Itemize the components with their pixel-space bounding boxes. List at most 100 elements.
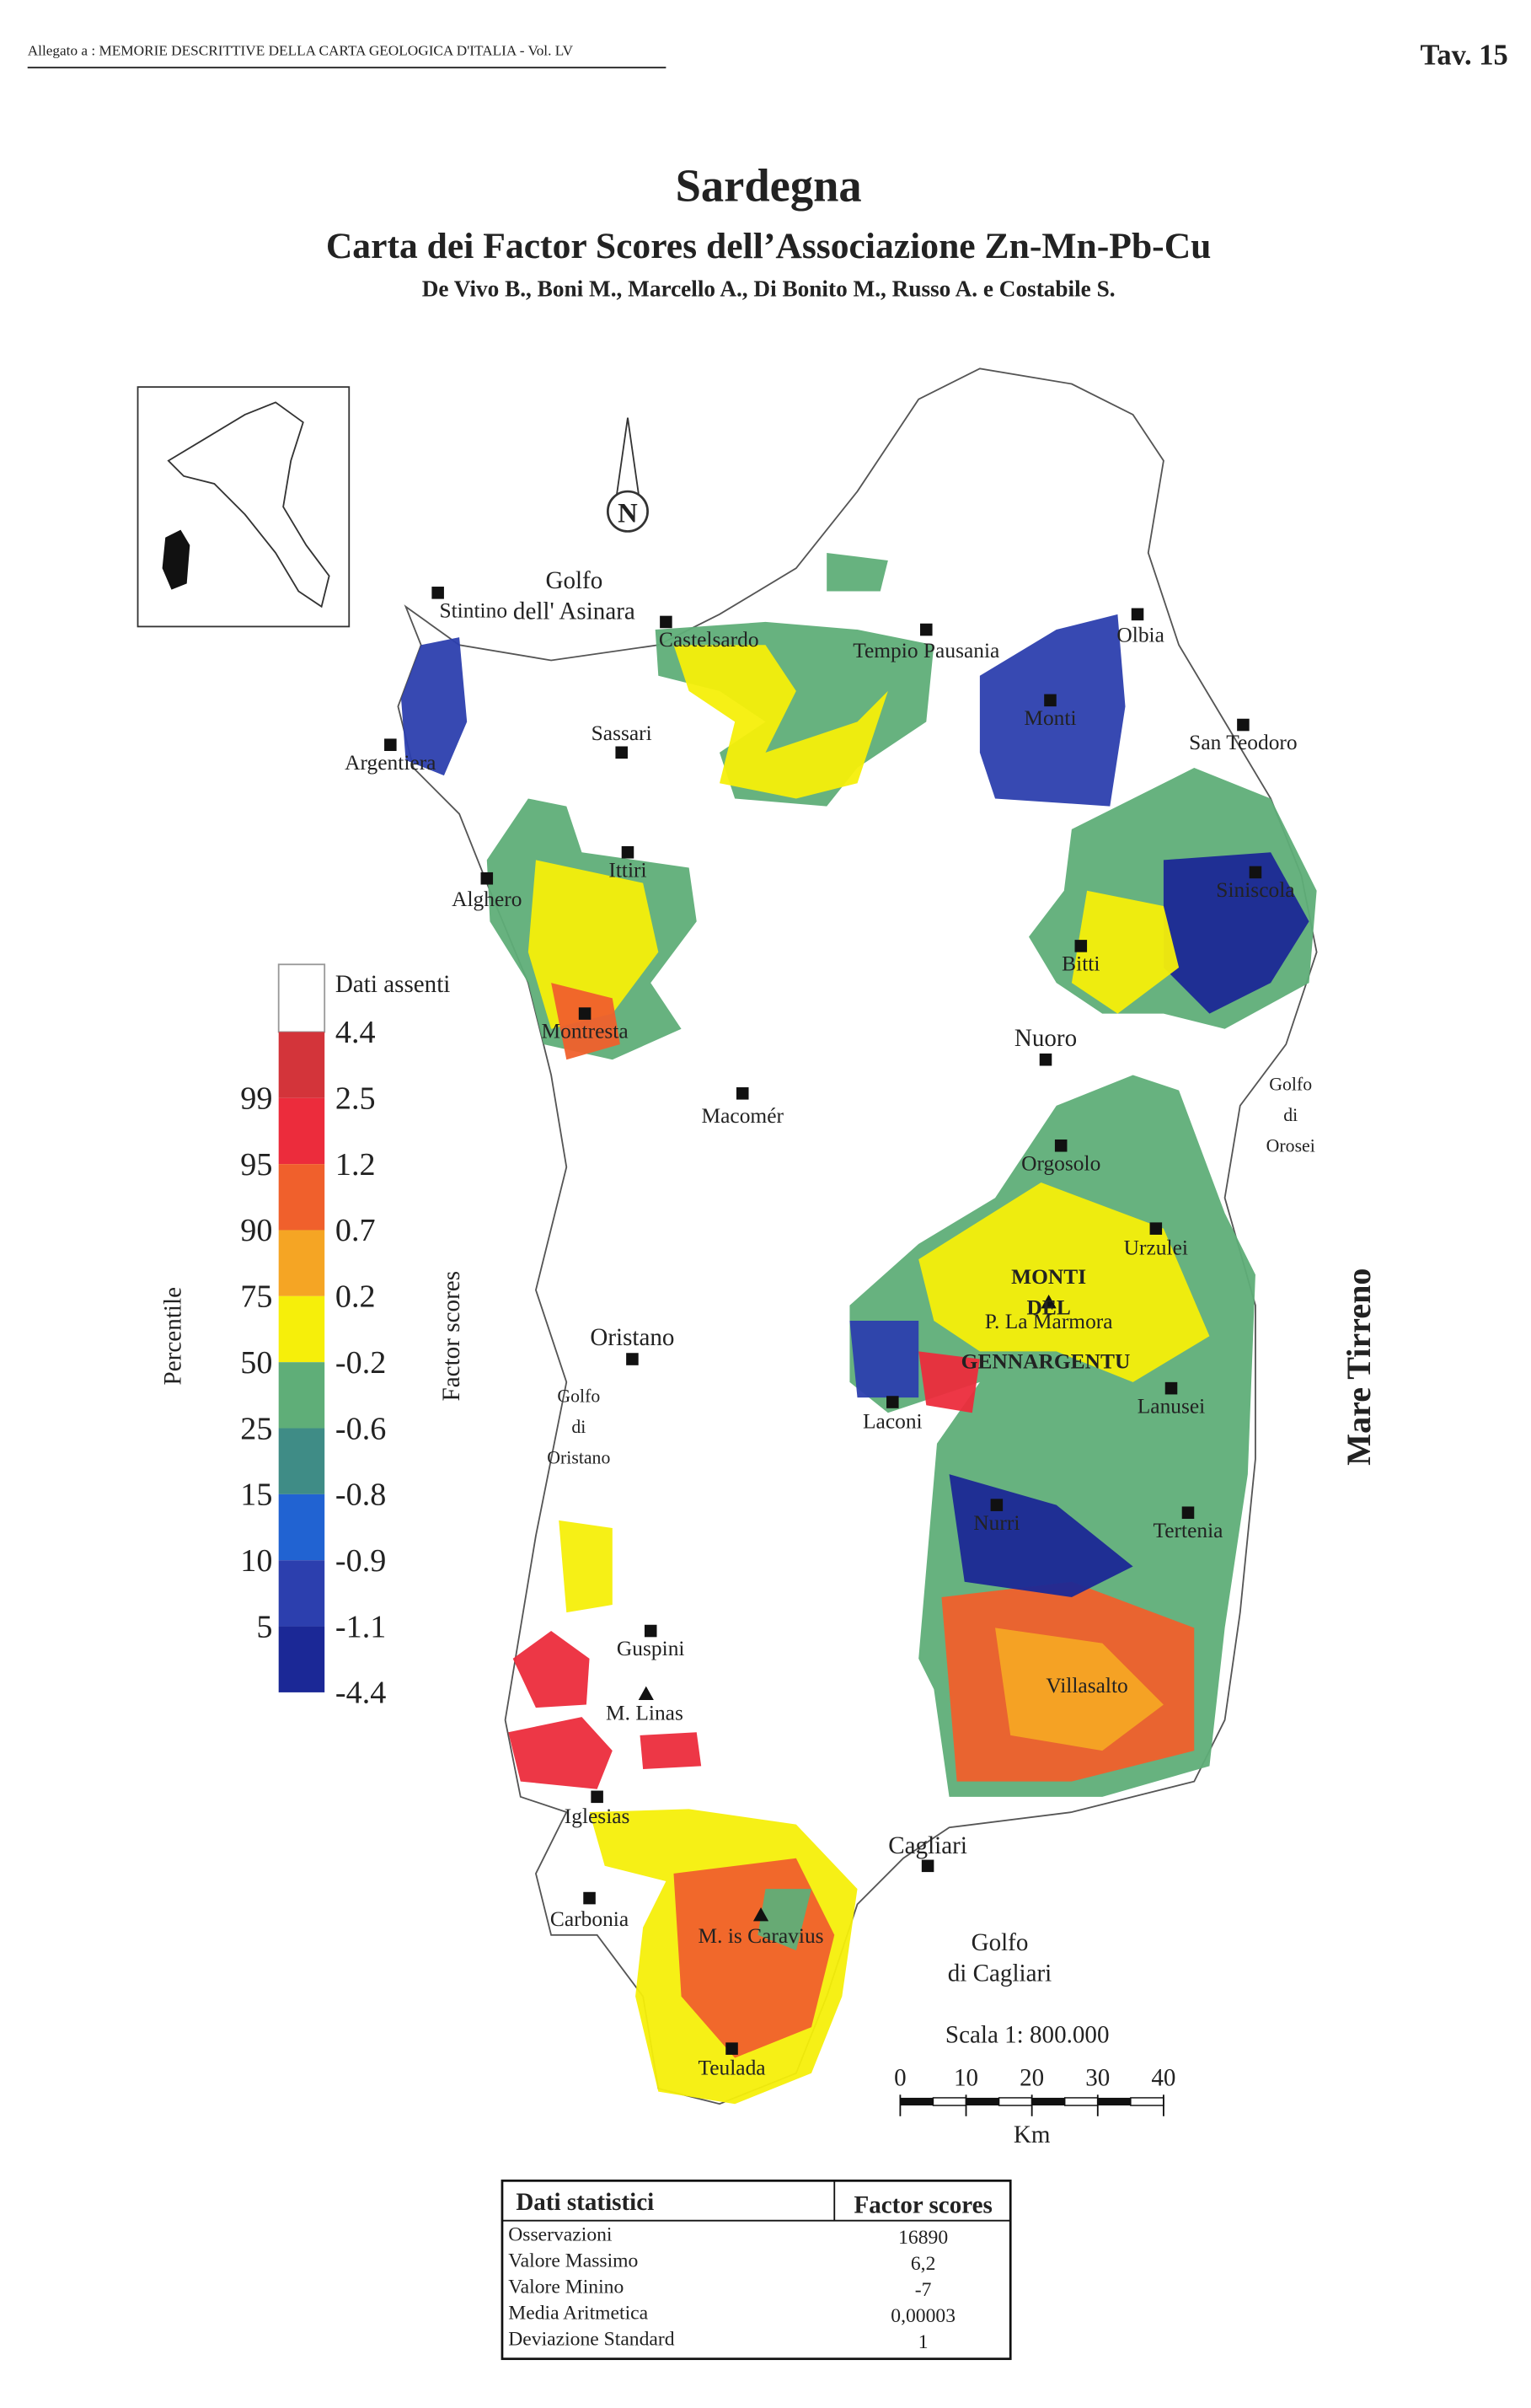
place-label-line: Macomér	[702, 1103, 784, 1128]
place-label: Golfo di Cagliari	[948, 1929, 1052, 1987]
compass: N	[606, 417, 649, 533]
place-label: Villasalto	[1046, 1673, 1127, 1697]
legend-no-data-label: Dati assenti	[335, 971, 450, 998]
peak-marker	[752, 1907, 769, 1922]
place-label-line: Ittiri	[608, 857, 646, 882]
legend-score: -0.2	[335, 1345, 386, 1381]
stats-row-value: 6,2	[911, 2253, 936, 2275]
place-label-line: Lanusei	[1138, 1393, 1206, 1418]
place-marker	[1039, 1053, 1052, 1066]
place-marker	[583, 1891, 596, 1905]
place-label-line: Olbia	[1116, 623, 1164, 647]
place-label-line: Guspini	[617, 1636, 685, 1660]
place-label: M. is Caravius	[699, 1923, 824, 1948]
stats-frame	[501, 2179, 1012, 2361]
stats-table: Dati statistici Factor scores Osservazioni…	[501, 2179, 1012, 2361]
place-label-line: Montresta	[542, 1019, 629, 1043]
legend-swatch	[278, 1097, 325, 1165]
stats-row-value: 0,00003	[891, 2305, 956, 2327]
place-marker	[1149, 1222, 1163, 1235]
score-area	[995, 1628, 1164, 1751]
peak-marker	[1041, 1295, 1057, 1309]
place-marker	[1044, 694, 1057, 707]
score-area	[979, 614, 1126, 807]
scale-segment	[998, 2097, 1033, 2106]
score-area	[849, 1320, 919, 1398]
place-label: Tempio Pausania	[853, 638, 999, 662]
place-label: Nurri	[973, 1510, 1020, 1535]
scale-segment	[1097, 2097, 1131, 2106]
place-marker	[725, 2042, 738, 2055]
legend-percentile: 95	[240, 1147, 272, 1183]
legend-score: -1.1	[335, 1609, 386, 1644]
legend-percentile: 15	[240, 1478, 272, 1513]
place-label: GENNARGENTU	[961, 1349, 1131, 1373]
legend-percentile: 50	[240, 1345, 272, 1381]
score-area	[827, 552, 888, 592]
legend-score: 2.5	[335, 1081, 376, 1116]
legend-percentile: 10	[240, 1543, 272, 1579]
score-area	[1163, 852, 1309, 1014]
stats-row-label: Media Aritmetica	[508, 2302, 648, 2324]
place-label-line: San Teodoro	[1189, 730, 1297, 754]
legend-percentile-title: Percentile	[159, 1287, 186, 1386]
place-label-line: Orosei	[1266, 1136, 1315, 1156]
place-marker	[1249, 866, 1262, 879]
scale-segment	[900, 2097, 934, 2106]
score-area	[401, 637, 468, 776]
stats-row-label: Valore Massimo	[508, 2250, 638, 2271]
place-label: Ittiri	[608, 857, 646, 882]
place-label-line: Bitti	[1062, 952, 1100, 976]
legend-swatch	[278, 1230, 325, 1296]
place-label-line: Golfo	[557, 1386, 600, 1407]
place-label-line: M. Linas	[606, 1701, 683, 1725]
place-label-line: Villasalto	[1046, 1673, 1127, 1697]
legend-score: 0.2	[335, 1279, 376, 1315]
legend-score: -0.6	[335, 1411, 386, 1446]
score-area	[918, 1351, 980, 1413]
place-label-line: DEL	[1026, 1295, 1070, 1320]
place-label: Cagliari	[888, 1832, 967, 1859]
place-label: Guspini	[617, 1636, 685, 1660]
place-marker	[1164, 1381, 1178, 1395]
place-label-line: dell' Asinara	[513, 598, 635, 625]
place-marker	[431, 587, 444, 599]
place-label-line: Oristano	[547, 1447, 610, 1467]
place-label: Iglesias	[565, 1804, 630, 1828]
title: Sardegna	[676, 160, 862, 212]
scale-tick-label: 0	[894, 2064, 907, 2091]
subtitle: Carta dei Factor Scores dell’Associazion…	[326, 226, 1212, 266]
place-marker	[1181, 1506, 1195, 1520]
stats-row-value: 16890	[898, 2227, 948, 2249]
compass-circle	[606, 490, 649, 533]
place-label-line: Mare Tirreno	[1340, 1268, 1378, 1466]
place-label: Golfo di Orosei	[1266, 1075, 1315, 1156]
score-area	[757, 1889, 812, 1951]
place-marker	[1074, 940, 1088, 952]
place-marker	[1054, 1139, 1068, 1152]
place-label: Alghero	[452, 887, 522, 911]
place-label: Olbia	[1116, 623, 1164, 647]
place-marker	[480, 871, 494, 885]
place-marker	[384, 738, 397, 751]
stats-column: Factor scores	[854, 2192, 992, 2219]
plate-number: Tav. 15	[1420, 39, 1507, 71]
place-marker	[921, 1859, 934, 1873]
peak-marker	[638, 1686, 654, 1701]
score-area	[640, 1732, 702, 1770]
stats-row-label: Deviazione Standard	[508, 2328, 674, 2350]
scale-segment	[1130, 2097, 1164, 2106]
place-marker	[920, 623, 933, 636]
place-label: MONTI DEL	[1011, 1264, 1086, 1319]
place-marker	[578, 1007, 592, 1020]
place-label-line: MONTI	[1011, 1264, 1086, 1289]
place-label-line: Nuoro	[1014, 1025, 1077, 1052]
legend-score: -0.9	[335, 1543, 386, 1579]
place-label: Urzulei	[1124, 1236, 1188, 1260]
legend-percentile: 90	[240, 1213, 272, 1248]
place-label-line: Nurri	[973, 1510, 1020, 1535]
place-label-line: Alghero	[452, 887, 522, 911]
place-marker	[644, 1624, 657, 1638]
place-label: Oristano	[590, 1324, 674, 1351]
